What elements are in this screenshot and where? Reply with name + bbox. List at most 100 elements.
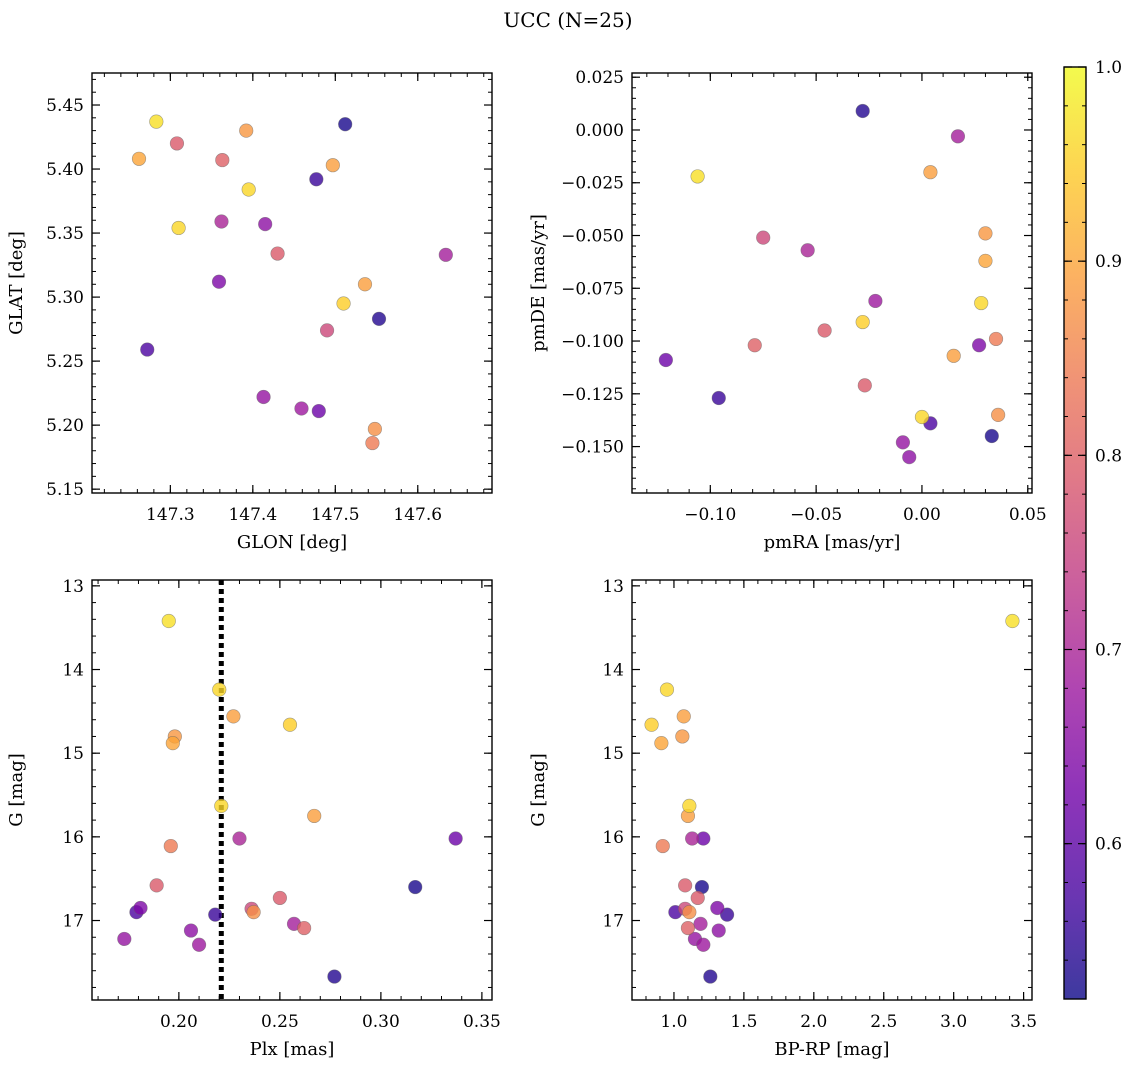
panel-glon-glat: 147.3 147.4 147.5 147.6 5.15 5.20 5.25 5.30 5.35… xyxy=(6,72,493,553)
colorbar-tick-label: 1.0 xyxy=(1095,58,1122,78)
x-tick-label: 0.00 xyxy=(903,505,941,525)
x-tick-label: 3.5 xyxy=(1010,1012,1037,1032)
panel-pm: −0.10 −0.05 0.00 0.05 −0.150 −0.125 −0.100 −0.0… xyxy=(528,68,1047,553)
data-point xyxy=(165,736,180,751)
data-point xyxy=(448,831,463,846)
data-point xyxy=(988,331,1004,347)
x-tick-label: 147.3 xyxy=(146,505,195,525)
data-point xyxy=(297,920,312,936)
data-point xyxy=(149,114,164,129)
y-tick-label: 15 xyxy=(62,744,84,764)
y-tick-label: 5.15 xyxy=(46,480,84,500)
data-point xyxy=(256,389,271,405)
data-point xyxy=(183,923,199,938)
x-axis-label: pmRA [mas/yr] xyxy=(764,532,901,553)
data-point xyxy=(696,937,711,952)
data-point xyxy=(272,890,287,906)
y-axis-label: GLAT [deg] xyxy=(6,231,27,335)
y-tick-label: 16 xyxy=(602,828,624,848)
y-tick-label: 17 xyxy=(62,912,84,932)
data-point xyxy=(991,407,1006,423)
data-point xyxy=(680,920,696,936)
data-point xyxy=(978,253,993,268)
data-point xyxy=(408,879,423,895)
figure-title: UCC (N=25) xyxy=(503,8,633,32)
data-point xyxy=(282,717,298,732)
data-point xyxy=(246,905,261,920)
x-tick-label: 147.6 xyxy=(393,505,442,525)
x-tick-label: −0.05 xyxy=(790,505,842,525)
data-point xyxy=(239,123,254,138)
x-tick-label: 1.5 xyxy=(730,1012,757,1032)
colorbar-tick-label: 0.9 xyxy=(1095,252,1122,272)
data-point xyxy=(974,295,989,311)
panel-cmd: 1.0 1.5 2.0 2.5 3.0 3.5 13 14 15 16 17 BP-RP [mag] G… xyxy=(528,577,1037,1060)
data-point xyxy=(232,831,247,846)
data-point xyxy=(711,923,726,938)
y-tick-label: 5.40 xyxy=(46,160,84,180)
data-point xyxy=(311,403,326,419)
data-point xyxy=(756,230,771,245)
y-tick-label: 14 xyxy=(62,661,84,681)
data-point xyxy=(149,878,164,893)
data-point xyxy=(117,931,132,947)
x-tick-label: 147.4 xyxy=(228,505,277,525)
x-tick-label: 0.20 xyxy=(160,1012,198,1032)
y-tick-label: −0.150 xyxy=(561,438,624,458)
data-point xyxy=(226,709,241,724)
data-point xyxy=(676,709,691,724)
axes-frame xyxy=(91,579,493,1001)
data-point xyxy=(133,900,148,916)
data-point xyxy=(161,613,176,629)
y-tick-label: −0.025 xyxy=(561,174,624,194)
y-tick-label: −0.075 xyxy=(561,279,624,299)
data-point xyxy=(644,717,659,732)
y-tick-label: 0.000 xyxy=(575,121,624,141)
y-axis-label: G [mag] xyxy=(528,753,549,826)
data-point xyxy=(163,838,178,854)
y-tick-label: 13 xyxy=(62,577,84,597)
data-point xyxy=(682,798,697,813)
data-point xyxy=(855,314,870,330)
x-tick-label: −0.10 xyxy=(684,505,736,525)
data-point xyxy=(338,117,353,132)
data-point xyxy=(214,214,229,229)
data-point xyxy=(307,808,322,824)
data-point xyxy=(971,338,987,353)
data-point xyxy=(211,274,227,289)
y-tick-label: −0.125 xyxy=(561,385,624,405)
data-point xyxy=(693,916,708,931)
y-tick-label: 5.25 xyxy=(46,352,84,372)
data-point xyxy=(711,390,726,406)
y-tick-label: 5.30 xyxy=(46,288,84,308)
colorbar-tick-label: 0.6 xyxy=(1095,835,1122,855)
y-tick-label: 13 xyxy=(602,577,624,597)
data-point xyxy=(978,226,993,241)
data-point xyxy=(690,169,705,184)
data-point xyxy=(208,907,223,922)
y-tick-label: 15 xyxy=(602,744,624,764)
data-point xyxy=(984,428,999,444)
data-point xyxy=(857,378,872,393)
data-point xyxy=(817,323,832,338)
data-point xyxy=(710,900,725,916)
x-tick-label: 0.30 xyxy=(362,1012,400,1032)
x-tick-label: 2.5 xyxy=(870,1012,897,1032)
colorbar-frame xyxy=(1063,66,1087,1000)
y-tick-label: 5.35 xyxy=(46,224,84,244)
data-point xyxy=(658,352,673,368)
colorbar-tick-label: 0.7 xyxy=(1095,641,1122,661)
data-point xyxy=(336,296,351,311)
x-tick-label: 147.5 xyxy=(311,505,360,525)
data-point xyxy=(365,435,380,451)
data-point xyxy=(309,172,324,187)
colorbar-tick-label: 0.8 xyxy=(1095,446,1122,466)
data-point xyxy=(895,435,910,450)
axes-frame xyxy=(631,72,1033,494)
data-point xyxy=(438,247,453,262)
data-point xyxy=(678,878,693,893)
data-point xyxy=(212,682,227,697)
y-tick-label: 5.45 xyxy=(46,96,84,116)
data-point xyxy=(868,293,883,309)
